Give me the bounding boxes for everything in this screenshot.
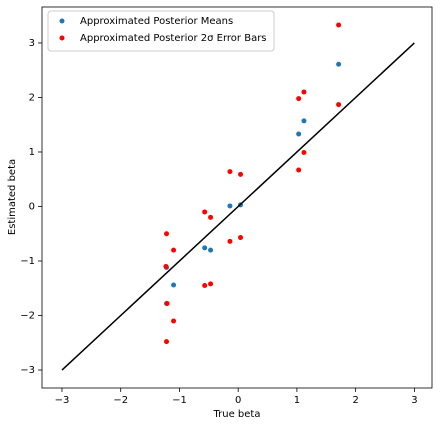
point [238, 235, 244, 241]
x-tick-label: 1 [294, 395, 300, 406]
point [171, 318, 177, 324]
point [336, 22, 342, 28]
legend-marker [59, 18, 65, 24]
y-tick-label: −1 [20, 256, 35, 267]
y-axis-label: Estimated beta [7, 159, 18, 235]
legend-label: Approximated Posterior 2σ Error Bars [80, 33, 267, 44]
y-tick-label: −2 [20, 311, 35, 322]
legend-box [47, 10, 275, 52]
point [164, 231, 170, 237]
point [296, 96, 302, 102]
y-tick-label: 0 [29, 201, 35, 212]
x-tick-label: −2 [113, 395, 128, 406]
point [227, 203, 233, 209]
point [301, 89, 307, 95]
point [227, 238, 233, 244]
x-tick-label: −1 [172, 395, 187, 406]
point [163, 263, 169, 269]
reference-line [61, 42, 415, 371]
point [238, 171, 244, 177]
point [208, 247, 214, 253]
point [208, 214, 214, 220]
point [164, 339, 170, 345]
point [202, 209, 208, 215]
x-tick-label: 2 [352, 395, 358, 406]
point [336, 102, 342, 108]
y-tick-label: 1 [29, 147, 35, 158]
point [296, 167, 302, 173]
point [301, 150, 307, 156]
x-tick-label: −3 [55, 395, 70, 406]
y-tick-label: 2 [29, 92, 35, 103]
point [336, 61, 342, 67]
legend-marker [59, 35, 65, 41]
point [171, 282, 177, 288]
point [301, 118, 307, 124]
point [208, 281, 214, 287]
point [171, 247, 177, 253]
point [164, 301, 170, 307]
y-tick-label: 3 [29, 38, 35, 49]
x-tick-label: 0 [235, 395, 241, 406]
plot-frame [41, 6, 433, 389]
point [296, 131, 302, 137]
legend-label: Approximated Posterior Means [80, 16, 233, 27]
point [202, 245, 208, 251]
x-tick-label: 3 [411, 395, 417, 406]
x-axis-label: True beta [213, 409, 261, 420]
point [227, 169, 233, 175]
y-tick-label: −3 [20, 365, 35, 376]
point [202, 283, 208, 289]
